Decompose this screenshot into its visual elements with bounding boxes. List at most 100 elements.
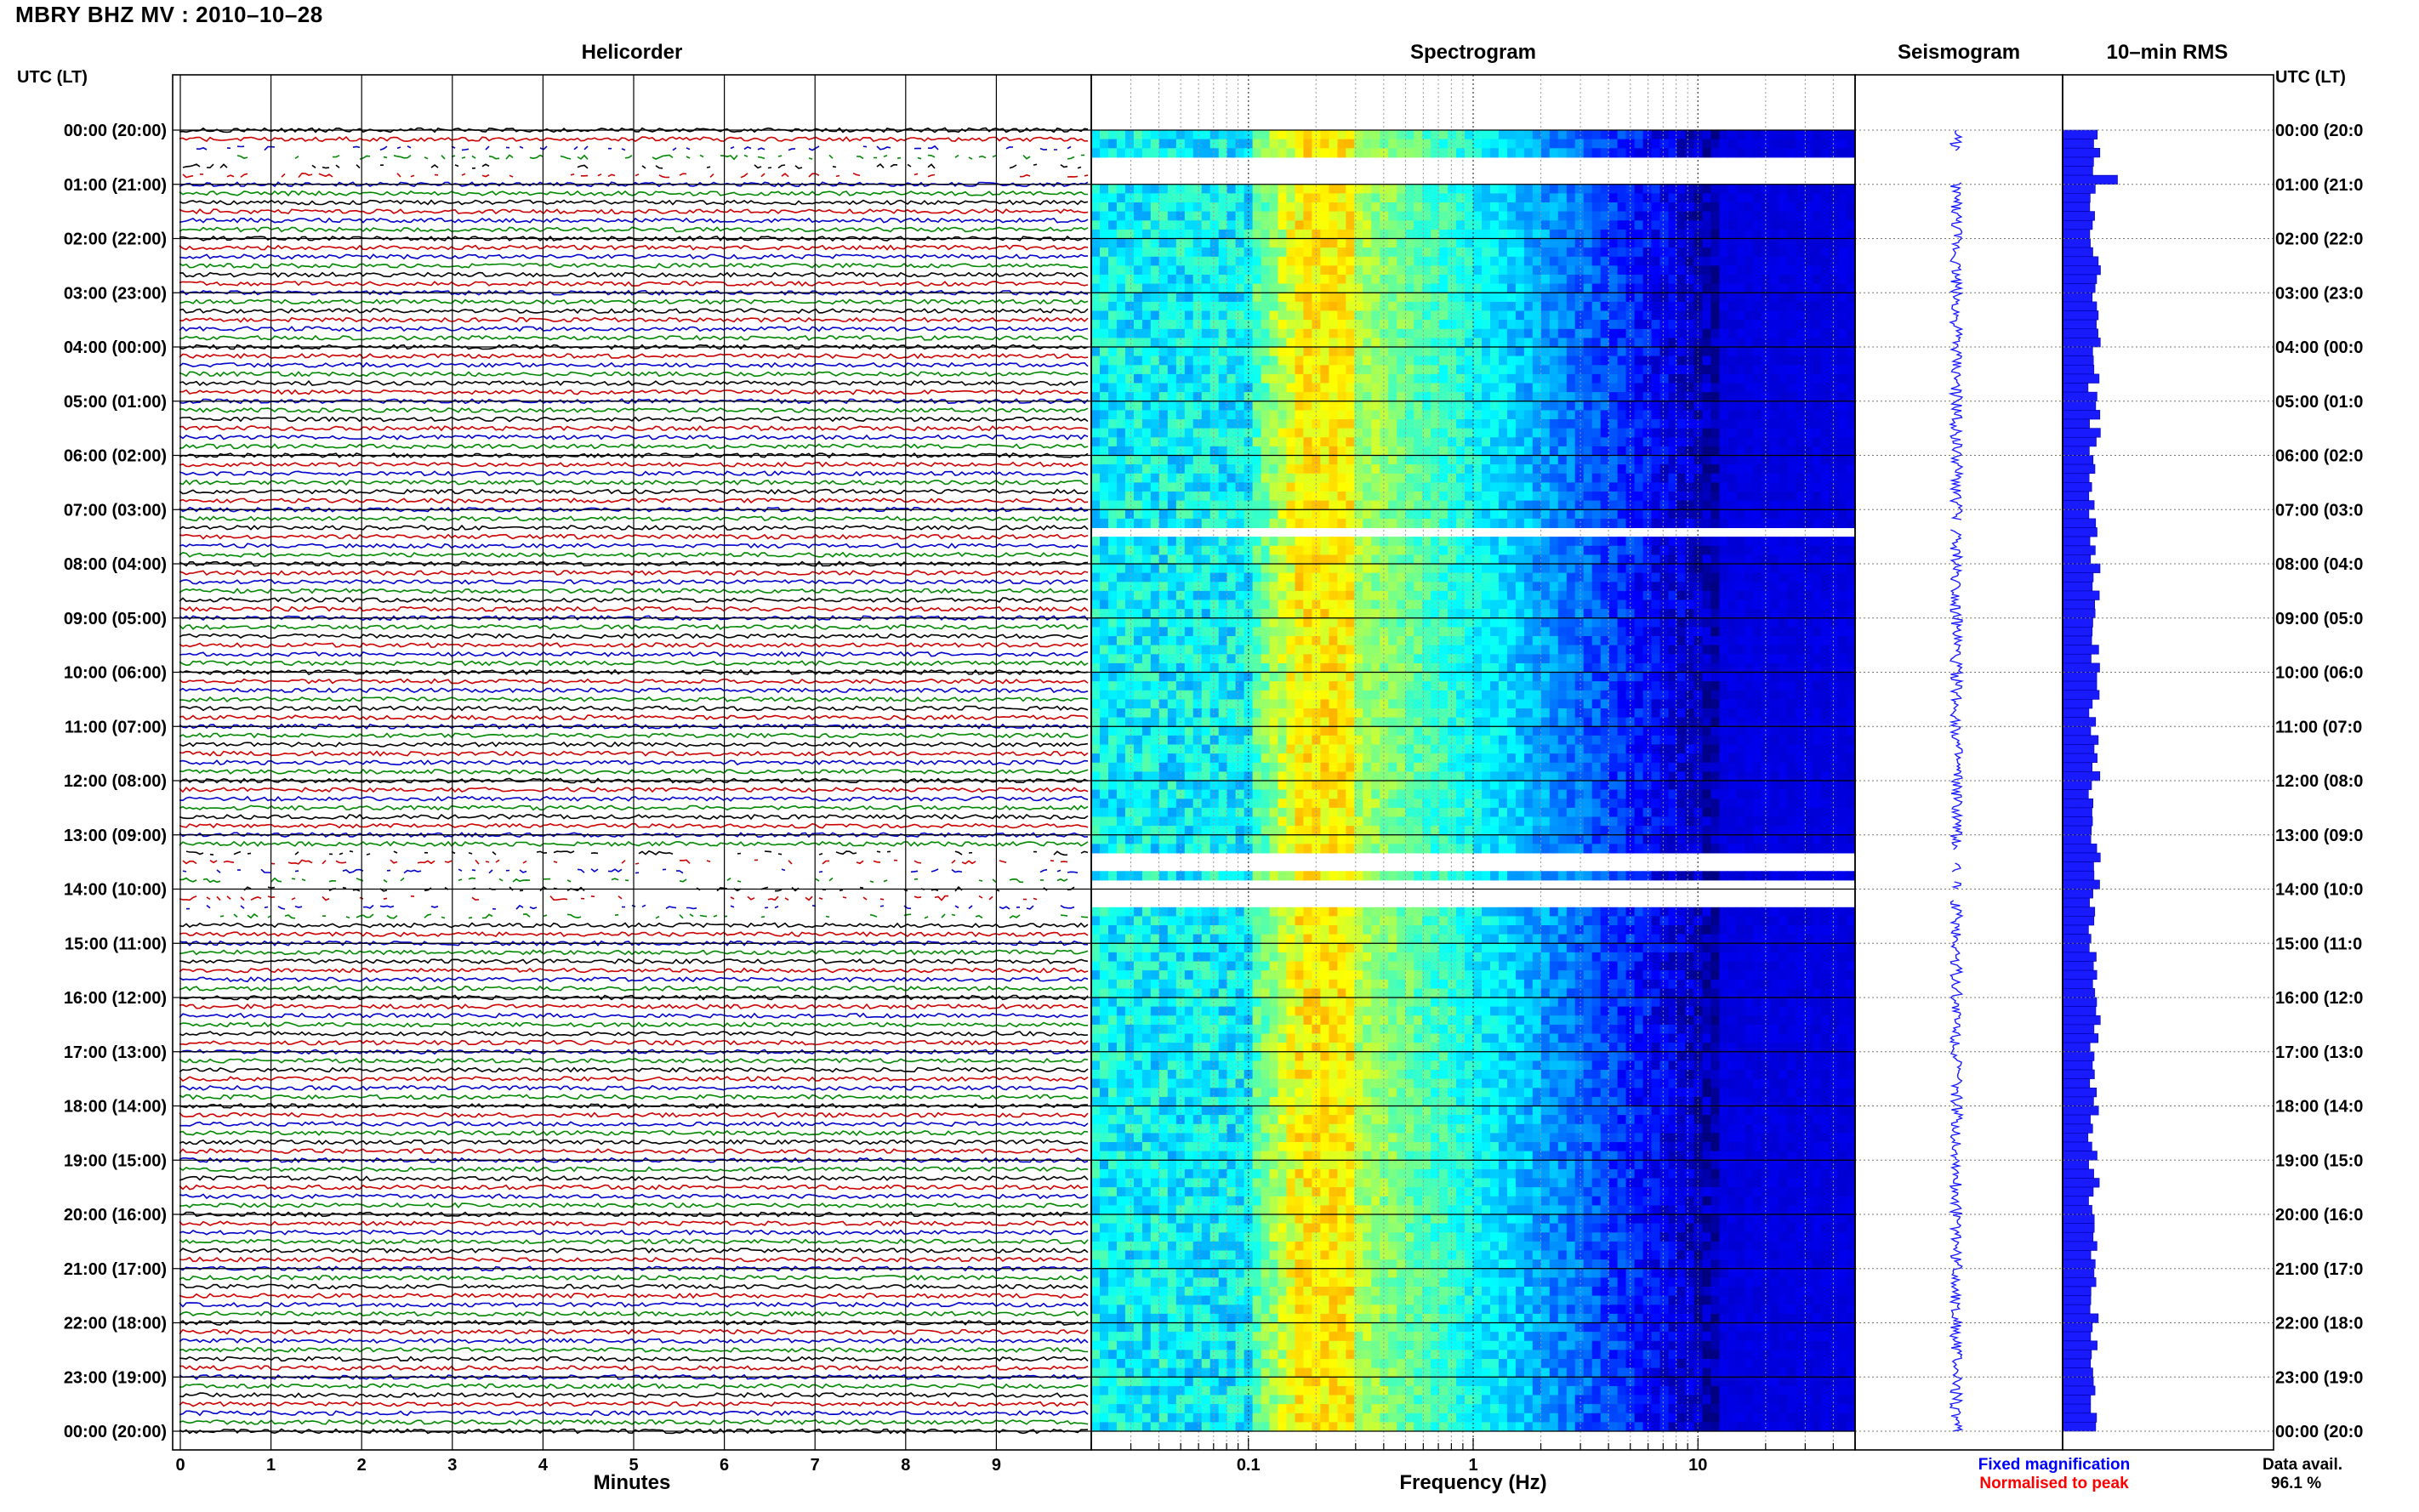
spectrogram-cell	[1659, 509, 1670, 520]
spectrogram-cell	[1158, 401, 1169, 411]
spectrogram-cell	[1702, 627, 1711, 637]
spectrogram-cell	[1337, 600, 1346, 610]
spectrogram-cell	[1414, 428, 1423, 438]
spectrogram-cell	[1456, 609, 1466, 619]
spectrogram-cell	[1736, 283, 1745, 293]
spectrogram-cell	[1133, 509, 1143, 520]
spectrogram-cell	[1549, 275, 1559, 285]
spectrogram-cell	[1566, 600, 1576, 610]
spectrogram-cell	[1108, 609, 1118, 619]
spectrogram-cell	[1124, 518, 1135, 528]
spectrogram-cell	[1659, 392, 1670, 402]
spectrogram-cell	[1736, 545, 1745, 555]
spectrogram-cell	[1100, 428, 1109, 438]
spectrogram-cell	[1693, 184, 1703, 194]
spectrogram-cell	[1745, 473, 1754, 483]
spectrogram-cell	[1235, 275, 1245, 285]
spectrogram-cell	[1405, 184, 1414, 194]
spectrogram-cell	[1133, 627, 1143, 637]
spectrogram-cell	[1192, 229, 1203, 239]
spectrogram-cell	[1371, 130, 1380, 140]
spectrogram-cell	[1668, 564, 1678, 574]
spectrogram-cell	[1549, 328, 1559, 338]
spectrogram-cell	[1150, 572, 1160, 583]
spectrogram-cell	[1354, 365, 1363, 375]
spectrogram-cell	[1651, 482, 1661, 492]
spectrogram-cell	[1490, 283, 1500, 293]
spectrogram-cell	[1278, 347, 1288, 357]
spectrogram-cell	[1116, 464, 1126, 475]
spectrogram-cell	[1566, 293, 1576, 303]
spectrogram-cell	[1523, 545, 1534, 555]
spectrogram-cell	[1719, 247, 1728, 258]
spectrogram-cell	[1583, 428, 1593, 438]
spectrogram-cell	[1337, 130, 1346, 140]
spectrogram-cell	[1252, 545, 1262, 555]
spectrogram-cell	[1269, 383, 1279, 393]
spectrogram-cell	[1676, 148, 1687, 158]
spectrogram-cell	[1634, 202, 1644, 213]
spectrogram-cell	[1108, 293, 1118, 303]
spectrogram-cell	[1363, 419, 1372, 429]
spectrogram-cell	[1762, 310, 1771, 321]
spectrogram-cell	[1566, 509, 1576, 520]
spectrogram-cell	[1116, 256, 1126, 266]
spectrogram-cell	[1380, 238, 1389, 248]
spectrogram-cell	[1227, 455, 1237, 465]
spectrogram-cell	[1329, 301, 1338, 311]
spectrogram-cell	[1676, 392, 1687, 402]
spectrogram-cell	[1745, 464, 1754, 475]
spectrogram-cell	[1583, 310, 1593, 321]
spectrogram-cell	[1642, 401, 1653, 411]
spectrogram-cell	[1821, 500, 1830, 510]
spectrogram-cell	[1303, 554, 1312, 565]
spectrogram-cell	[1244, 256, 1254, 266]
spectrogram-cell	[1813, 482, 1822, 492]
spectrogram-cell	[1787, 582, 1796, 592]
spectrogram-cell	[1158, 347, 1169, 357]
spectrogram-cell	[1821, 518, 1830, 528]
spectrogram-cell	[1490, 383, 1500, 393]
spectrogram-cell	[1346, 193, 1355, 203]
spectrogram-cell	[1116, 238, 1126, 248]
spectrogram-cell	[1659, 184, 1670, 194]
spectrogram-cell	[1124, 139, 1135, 149]
spectrogram-cell	[1498, 139, 1508, 149]
spectrogram-cell	[1600, 238, 1610, 248]
spectrogram-cell	[1337, 283, 1346, 293]
spectrogram-cell	[1371, 211, 1380, 221]
spectrogram-cell	[1380, 617, 1389, 628]
spectrogram-cell	[1608, 572, 1619, 583]
spectrogram-cell	[1591, 401, 1602, 411]
spectrogram-cell	[1557, 500, 1568, 510]
spectrogram-cell	[1124, 582, 1135, 592]
spectrogram-cell	[1295, 328, 1305, 338]
helicorder-title: Helicorder	[581, 41, 683, 64]
spectrogram-cell	[1235, 211, 1245, 221]
spectrogram-cell	[1498, 428, 1508, 438]
spectrogram-cell	[1133, 437, 1143, 447]
spectrogram-cell	[1414, 301, 1423, 311]
spectrogram-cell	[1397, 347, 1406, 357]
spectrogram-cell	[1540, 437, 1551, 447]
spectrogram-cell	[1371, 373, 1380, 384]
spectrogram-cell	[1397, 627, 1406, 637]
spectrogram-cell	[1719, 554, 1728, 565]
spectrogram-cell	[1201, 428, 1211, 438]
spectrogram-cell	[1702, 500, 1711, 510]
spectrogram-cell	[1244, 554, 1254, 565]
spectrogram-cell	[1838, 373, 1847, 384]
spectrogram-cell	[1540, 428, 1551, 438]
spectrogram-cell	[1218, 310, 1228, 321]
spectrogram-cell	[1762, 392, 1771, 402]
spectrogram-cell	[1608, 338, 1619, 348]
spectrogram-cell	[1557, 590, 1568, 600]
spectrogram-cell	[1498, 482, 1508, 492]
spectrogram-cell	[1727, 419, 1737, 429]
spectrogram-cell	[1371, 537, 1380, 547]
spectrogram-cell	[1634, 582, 1644, 592]
spectrogram-cell	[1736, 193, 1745, 203]
spectrogram-cell	[1192, 554, 1203, 565]
spectrogram-cell	[1482, 509, 1491, 520]
spectrogram-cell	[1252, 617, 1262, 628]
